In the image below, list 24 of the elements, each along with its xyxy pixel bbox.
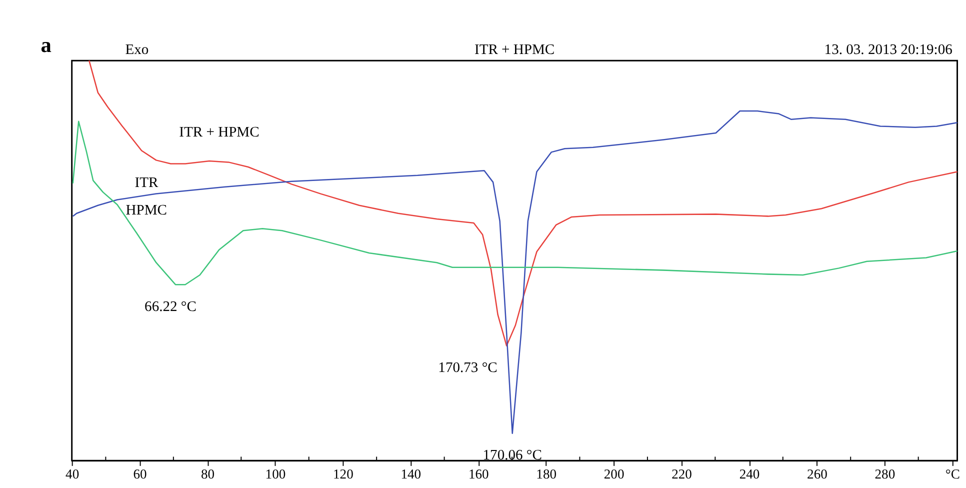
x-tick-label: 200 — [604, 466, 624, 482]
series-label: HPMC — [126, 202, 167, 218]
x-tick-label: 120 — [333, 466, 354, 482]
x-tick-label: 240 — [739, 466, 760, 482]
annotation: 66.22 °C — [144, 298, 196, 315]
x-tick-label: 260 — [807, 466, 828, 482]
x-tick-label: 40 — [66, 466, 80, 482]
x-tick-label: °C — [945, 466, 960, 482]
x-tick-label: 100 — [265, 466, 286, 482]
annotation: 170.73 °C — [438, 360, 498, 376]
chart-title: ITR + HPMC — [474, 42, 555, 58]
x-tick-label: 220 — [672, 466, 692, 482]
x-tick-label: 140 — [400, 466, 422, 482]
series-label: ITR + HPMC — [179, 124, 260, 141]
x-tick-label: 280 — [874, 466, 896, 482]
text: a — [40, 32, 52, 57]
x-tick-label: 60 — [133, 466, 148, 482]
x-tick-label: 80 — [200, 466, 215, 482]
x-tick-label: 160 — [468, 466, 490, 482]
series-label: ITR — [134, 174, 158, 191]
x-tick-label: 180 — [536, 466, 557, 482]
annotation: 170.06 °C — [482, 448, 542, 464]
text: Exo — [125, 42, 149, 58]
text: 13. 03. 2013 20:19:06 — [824, 42, 952, 58]
